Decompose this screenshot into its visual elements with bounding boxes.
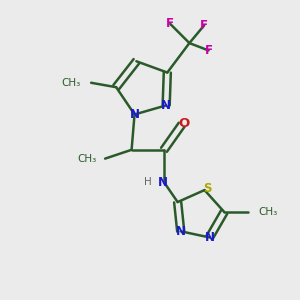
Text: N: N [205, 231, 214, 244]
Text: CH₃: CH₃ [61, 78, 81, 88]
Text: N: N [161, 99, 171, 112]
Text: N: N [130, 108, 140, 121]
Text: O: O [178, 117, 190, 130]
Text: CH₃: CH₃ [77, 154, 96, 164]
Text: F: F [200, 19, 208, 32]
Text: N: N [176, 225, 186, 238]
Text: CH₃: CH₃ [258, 207, 277, 217]
Text: F: F [205, 44, 212, 57]
Text: N: N [158, 176, 167, 189]
Text: F: F [166, 17, 174, 30]
Text: H: H [144, 177, 152, 187]
Text: S: S [203, 182, 212, 195]
